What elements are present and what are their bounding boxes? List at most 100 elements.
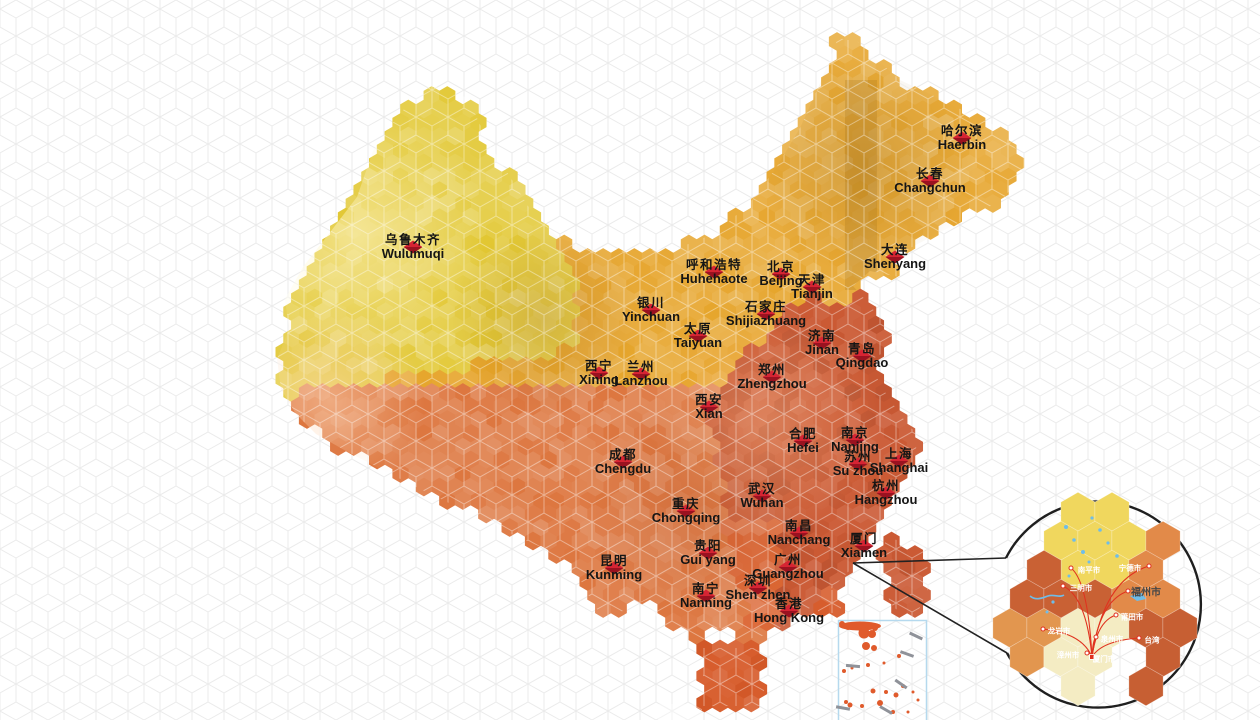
- city-marker-icon[interactable]: [688, 329, 708, 343]
- city-yinchuan[interactable]: 银川 Yinchuan: [621, 297, 681, 324]
- city-marker-icon[interactable]: [848, 457, 868, 471]
- city-wuhan[interactable]: 武汉 Wuhan: [740, 483, 783, 510]
- city-zhengzhou[interactable]: 郑州 Zhengzhou: [737, 364, 806, 391]
- city-hong-kong[interactable]: 香港 Hong Kong: [753, 597, 825, 625]
- city-marker-icon[interactable]: [779, 604, 799, 618]
- city-tianjin[interactable]: 天津 Tianjin: [791, 274, 833, 301]
- city-shanghai[interactable]: 上海 Shanghai: [869, 448, 929, 475]
- city-su-zhou[interactable]: 苏州 Su zhou: [832, 451, 884, 478]
- city-name-en: Shanghai: [869, 460, 929, 475]
- inset-city-福州市[interactable]: 福州市: [1125, 586, 1161, 599]
- city-marker-icon[interactable]: [845, 433, 865, 447]
- svg-text:福州市: 福州市: [1130, 586, 1161, 599]
- city-marker-icon[interactable]: [641, 303, 661, 317]
- inset-city-宁德市[interactable]: 宁德市: [1119, 563, 1152, 573]
- city-name-en: Huhehaote: [680, 271, 748, 286]
- city-kunming[interactable]: 昆明 Kunming: [586, 554, 642, 582]
- city-name-en: Hangzhou: [854, 492, 918, 507]
- city-marker-icon[interactable]: [771, 267, 791, 281]
- city-shen-zhen[interactable]: 深圳 Shen zhen: [725, 575, 790, 602]
- city-marker-icon[interactable]: [631, 367, 651, 381]
- city-name-zh: 昆明: [599, 554, 629, 568]
- city-marker-icon[interactable]: [748, 581, 768, 595]
- city-name-en: Nanning: [680, 595, 732, 610]
- city-nanning[interactable]: 南宁 Nanning: [680, 583, 732, 610]
- city-shijiazhuang[interactable]: 石家庄 Shijiazhuang: [726, 301, 806, 328]
- city-gui-yang[interactable]: 贵阳 Gui yang: [680, 540, 736, 567]
- city-marker-icon[interactable]: [952, 131, 972, 145]
- city-name-en: Hong Kong: [753, 610, 825, 625]
- city-name-en: Yinchuan: [621, 309, 681, 324]
- city-name-en: Haerbin: [937, 137, 987, 152]
- city-marker-icon[interactable]: [752, 489, 772, 503]
- svg-text:台湾: 台湾: [1145, 635, 1161, 645]
- inset-city-龙岩市[interactable]: 龙岩市: [1040, 626, 1071, 636]
- city-marker-icon[interactable]: [793, 434, 813, 448]
- city-marker-icon[interactable]: [812, 336, 832, 350]
- zoom-callout-line-top: [852, 557, 1007, 564]
- city-marker-icon[interactable]: [889, 454, 909, 468]
- city-marker-icon[interactable]: [696, 589, 716, 603]
- city-xian[interactable]: 西安 Xian: [695, 394, 723, 421]
- city-marker-icon[interactable]: [699, 400, 719, 414]
- city-marker-icon[interactable]: [762, 370, 782, 384]
- city-name-zh: 兰州: [626, 360, 655, 374]
- city-marker-icon[interactable]: [802, 280, 822, 294]
- city-hangzhou[interactable]: 杭州 Hangzhou: [854, 480, 918, 507]
- city-shenyang[interactable]: 大连 Shenyang: [864, 244, 926, 271]
- inset-city-厦门市[interactable]: 厦门市: [1089, 654, 1116, 664]
- inset-city-三明市[interactable]: 三明市: [1060, 583, 1093, 593]
- city-name-en: Tianjin: [791, 286, 833, 301]
- city-marker-icon[interactable]: [756, 307, 776, 321]
- city-marker-icon[interactable]: [676, 504, 696, 518]
- city-marker-icon[interactable]: [789, 526, 809, 540]
- city-nanchang[interactable]: 南昌 Nanchang: [768, 520, 831, 547]
- svg-text:三明市: 三明市: [1070, 583, 1093, 593]
- city-name-zh: 香港: [774, 597, 804, 611]
- city-haerbin[interactable]: 哈尔滨 Haerbin: [937, 125, 987, 152]
- svg-text:莆田市: 莆田市: [1121, 612, 1144, 622]
- inset-city-泉州市[interactable]: 泉州市: [1093, 634, 1124, 644]
- city-nanjing[interactable]: 南京 Nanjing: [831, 426, 879, 454]
- city-name-zh: 重庆: [671, 497, 700, 511]
- city-marker-icon[interactable]: [704, 265, 724, 279]
- city-name-zh: 南京: [840, 426, 870, 440]
- city-marker-icon[interactable]: [604, 561, 624, 575]
- city-marker-icon[interactable]: [885, 250, 905, 264]
- city-marker-icon[interactable]: [613, 455, 633, 469]
- svg-text:龙岩市: 龙岩市: [1048, 626, 1071, 636]
- city-name-en: Hefei: [787, 440, 819, 455]
- city-qingdao[interactable]: 青岛 Qingdao: [836, 343, 889, 370]
- city-marker-icon[interactable]: [854, 539, 874, 553]
- city-marker-icon[interactable]: [852, 349, 872, 363]
- inset-city-南平市[interactable]: 南平市: [1068, 565, 1101, 575]
- inset-city-台湾[interactable]: 台湾: [1136, 635, 1161, 645]
- city-changchun[interactable]: 长春 Changchun: [894, 168, 966, 195]
- city-xiamen[interactable]: 厦门 Xiamen: [841, 533, 887, 560]
- city-lanzhou[interactable]: 兰州 Lanzhou: [614, 360, 667, 388]
- inset-city-漳州市[interactable]: 漳州市: [1057, 650, 1090, 660]
- svg-text:宁德市: 宁德市: [1119, 563, 1142, 573]
- city-chongqing[interactable]: 重庆 Chongqing: [652, 497, 721, 525]
- city-guangzhou[interactable]: 广州 Guangzhou: [752, 553, 824, 581]
- inset-city-莆田市[interactable]: 莆田市: [1113, 612, 1144, 622]
- city-name-zh: 广州: [773, 553, 802, 567]
- city-hefei[interactable]: 合肥 Hefei: [787, 428, 819, 455]
- city-marker-icon[interactable]: [920, 174, 940, 188]
- city-marker-icon[interactable]: [876, 486, 896, 500]
- city-huhehaote[interactable]: 呼和浩特 Huhehaote: [680, 259, 748, 286]
- city-chengdu[interactable]: 成都 Chengdu: [595, 449, 651, 476]
- city-marker-icon[interactable]: [403, 240, 423, 254]
- city-taiyuan[interactable]: 太原 Taiyuan: [674, 323, 722, 350]
- city-xining[interactable]: 西宁 Xining: [579, 359, 619, 387]
- city-marker-icon[interactable]: [778, 560, 798, 574]
- city-marker-icon[interactable]: [589, 366, 609, 380]
- city-jinan[interactable]: 济南 Jinan: [805, 330, 839, 357]
- city-name-en: Su zhou: [832, 463, 884, 478]
- city-marker-icon[interactable]: [698, 546, 718, 560]
- city-name-zh: 西宁: [584, 359, 613, 373]
- city-wulumuqi[interactable]: 乌鲁木齐 Wulumuqi: [382, 234, 445, 261]
- city-beijing[interactable]: 北京 Beijing: [759, 261, 802, 288]
